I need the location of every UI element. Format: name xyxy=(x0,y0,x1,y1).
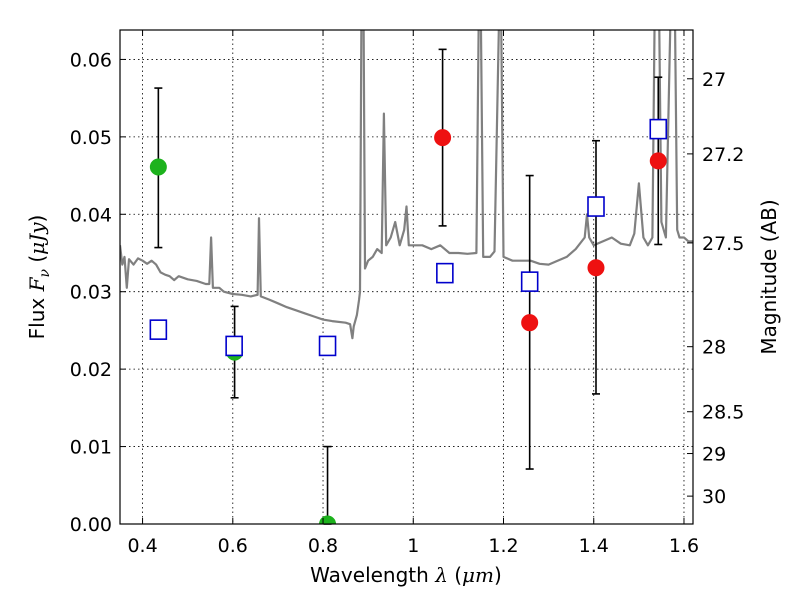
green-detection-point xyxy=(319,515,337,524)
errorbar xyxy=(323,445,332,525)
y-tick-label: 0.00 xyxy=(70,514,112,536)
y-axis-label: Flux Fν (μJy) xyxy=(25,215,53,340)
model-photometry-square xyxy=(318,335,337,357)
model-photometry-square xyxy=(149,319,168,340)
right-tick-label: 27 xyxy=(702,69,726,91)
model-photometry-square xyxy=(649,118,668,140)
grid xyxy=(120,30,693,525)
spectrum-line xyxy=(120,30,693,340)
y-tick-label: 0.03 xyxy=(70,282,112,304)
red-detection-point xyxy=(434,129,452,147)
y-tick-label: 0.02 xyxy=(70,359,112,381)
right-axis-ticks: 27 27.2 27.5 28 28.5 29 30 xyxy=(687,69,744,508)
x-tick-label: 0.8 xyxy=(308,535,338,557)
right-tick-label: 27.5 xyxy=(702,233,744,255)
green-detection-point xyxy=(149,158,167,176)
right-tick-label: 30 xyxy=(702,486,726,508)
y-tick-label: 0.01 xyxy=(70,437,112,459)
x-axis-ticks: 0.4 0.6 0.8 1 1.2 1.4 1.6 xyxy=(127,30,699,557)
right-tick-label: 27.2 xyxy=(702,144,744,166)
model-photometry-square xyxy=(520,271,539,292)
x-tick-label: 1 xyxy=(407,535,419,557)
right-tick-label: 29 xyxy=(702,444,726,466)
y-tick-label: 0.06 xyxy=(70,49,112,71)
x-axis-label: Wavelength λ (μm) xyxy=(310,563,502,587)
right-tick-label: 28.5 xyxy=(702,402,744,424)
model-photometry-square xyxy=(587,196,605,217)
y-tick-label: 0.04 xyxy=(70,204,112,226)
plot-frame xyxy=(119,29,694,525)
x-tick-label: 0.6 xyxy=(218,535,248,557)
red-detection-point xyxy=(521,314,539,332)
right-axis-label: Magnitude (AB) xyxy=(757,199,781,354)
red-detection-point xyxy=(587,259,605,277)
x-tick-label: 0.4 xyxy=(127,535,157,557)
x-tick-label: 1.4 xyxy=(579,535,609,557)
right-tick-label: 28 xyxy=(702,337,726,359)
y-axis-ticks: 0.00 0.01 0.02 0.03 0.04 0.05 0.06 xyxy=(70,49,126,536)
errorbar-layer xyxy=(154,48,663,525)
marker-layer xyxy=(149,118,668,524)
x-tick-label: 1.2 xyxy=(488,535,518,557)
y-tick-label: 0.05 xyxy=(70,127,112,149)
model-photometry-square xyxy=(225,335,243,357)
red-detection-point xyxy=(649,152,667,170)
x-tick-label: 1.6 xyxy=(669,535,699,557)
spectrum-layer xyxy=(120,30,693,340)
model-photometry-square xyxy=(436,262,454,284)
